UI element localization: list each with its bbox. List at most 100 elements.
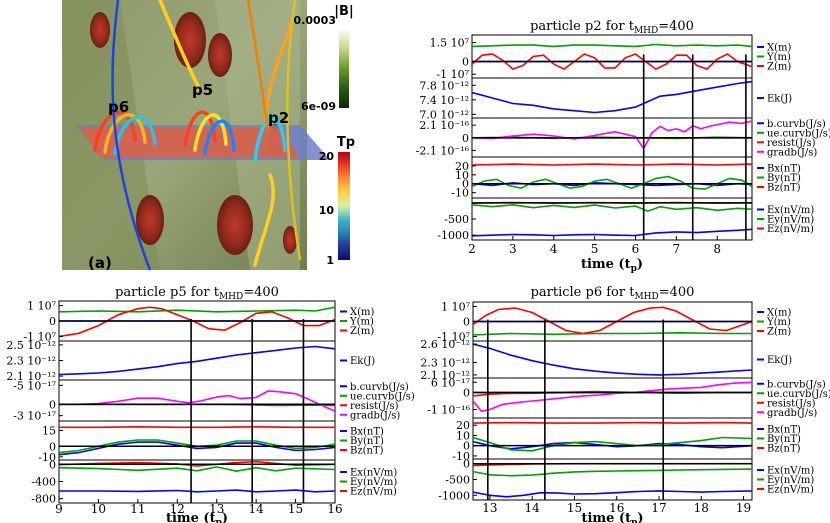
panel-frame [471,156,753,199]
field-line [286,0,302,261]
panel-series [472,120,752,151]
y-tick-label: -1 10⁷ [437,331,470,344]
x-axis: 9 10 11 12 13 14 15 16 time (tp) [55,499,343,523]
y-tick-label: -2.1 10⁻¹⁶ [416,144,470,157]
y-tick-label: 0 [462,132,469,145]
x-axis-label: time (tp) [581,511,643,523]
series-line-z-m- [59,306,335,338]
legend-label: Ey(nV/m) [350,477,397,488]
series-line-y-m- [59,306,335,313]
x-tick-label: 8 [713,242,721,256]
x-axis-label: time (tp) [581,257,643,274]
series-line-y-m- [472,43,752,48]
legend-label: Ek(J) [767,94,792,105]
panel-label: (a) [88,254,112,272]
legend-label: X(m) [767,308,792,319]
legend-label: gradb(J/s) [350,410,400,421]
legend-label: Bz(nT) [767,444,801,455]
particle-label-p2: p2 [268,109,289,127]
trajectory-p6 [103,113,147,154]
series-line-ex-nv-m- [472,228,752,237]
chart-title: particle p6 for tMHD=400 [531,285,695,302]
chart-title: particle p2 for tMHD=400 [530,19,694,36]
panel-1: 1.5 10⁷ 0-1 10⁷ X(m)Y(m)Z(m) [430,34,792,81]
y-tick-label: 7.8 10⁻¹² [419,79,469,92]
legend-label: b.curvb(J/s) [767,379,826,390]
y-tick-label: 20 [456,419,470,432]
legend-label: Bx(nT) [767,164,801,175]
particle-label-p6: p6 [108,98,129,116]
legend: Ek(J) [757,94,792,105]
island-blob [174,12,206,68]
y-tick-label: 0 [462,56,469,69]
x-tick-label: 16 [609,501,624,515]
legend: X(m)Y(m)Z(m) [757,43,792,73]
panel-1: 1 10⁷ 0 -1 10⁷ X(m)Y(m)Z(m) [437,301,791,344]
legend-label: b.curvb(J/s) [767,119,826,130]
y-tick-label: 0 [463,458,470,471]
b-colorbar-min: 6e-09 [301,100,336,113]
panel-series [473,306,752,336]
y-tick-label: 2.1 10⁻¹⁶ [419,119,469,132]
field-line [111,0,152,271]
panel-series [472,80,752,114]
series-line-ex-nv-m- [473,490,752,498]
series-line-ey-nv-m- [59,466,335,473]
y-tick-label: 2.3 10⁻¹² [420,357,470,370]
legend-label: Ex(nV/m) [350,468,397,479]
series-line-ek-j- [473,343,752,376]
x-tick-label: 11 [130,502,145,516]
tp-colorbar-tick: 10 [319,204,335,217]
x-tick-label: 9 [55,502,63,516]
legend-label: resist(J/s) [767,138,816,149]
legend-label: Ey(nV/m) [767,215,814,226]
series-line-bz-nt- [59,425,335,429]
legend: X(m)Y(m)Z(m) [757,308,792,338]
tp-colorbar-bar [338,152,350,260]
panel-4: 15 0-10 Bx(nT)By(nT)Bz(nT) [38,420,384,464]
series-line-gradb-j-s- [59,390,335,412]
b-colorbar-bar [339,28,349,108]
legend-label: Ey(nV/m) [767,475,814,486]
panel-series [473,421,752,452]
tp-colorbar-title: Tp [337,135,355,150]
y-tick-label: 0 [49,315,56,328]
panel-series [472,163,752,190]
legend-label: ue.curvb(J/s) [767,128,830,139]
y-tick-label: 15 [42,424,56,437]
trajectory-p5 [203,119,236,155]
y-tick-label: 1 10⁷ [441,301,470,314]
legend-label: Z(m) [350,326,374,337]
series-line-ek-j- [472,80,752,114]
trajectory-p2 [263,18,294,122]
panel-2: 2.6 10⁻¹² 2.3 10⁻¹²2.1 10⁻¹² Ek(J) [420,338,792,382]
legend-label: By(nT) [767,434,801,445]
legend-label: Y(m) [766,317,791,328]
x-tick-label: 15 [567,501,582,515]
y-tick-label: -1 10⁷ [23,330,56,343]
x-tick-label: 14 [249,502,265,516]
y-tick-label: 0 [49,440,56,453]
legend-label: Ez(nV/m) [767,485,814,496]
field-line [246,0,270,131]
series-line-bz-nt- [473,421,752,424]
x-axis: 2 3 4 5 6 7 8 time (tp) [468,236,721,274]
x-tick-label: 12 [170,502,185,516]
b-colorbar-title: |B| [334,4,353,19]
series-line-ex-nv-m- [59,489,335,493]
legend: Bx(nT)By(nT)Bz(nT) [340,427,384,457]
x-tick-label: 7 [673,242,681,256]
particle-trajectories [93,0,294,267]
panel-frame [472,458,753,501]
panel-series [59,425,335,456]
y-tick-label: 2.6 10⁻¹² [420,338,470,351]
legend-label: Y(m) [766,52,791,63]
series-line-gradb-j-s- [472,120,752,151]
legend-label: ue.curvb(J/s) [767,389,830,400]
trajectory-p2 [158,0,202,92]
y-tick-label: -3 10⁻¹⁷ [13,410,56,423]
island-blob [283,226,297,254]
panel-series [59,306,335,338]
y-tick-label: -1000 [437,229,469,242]
